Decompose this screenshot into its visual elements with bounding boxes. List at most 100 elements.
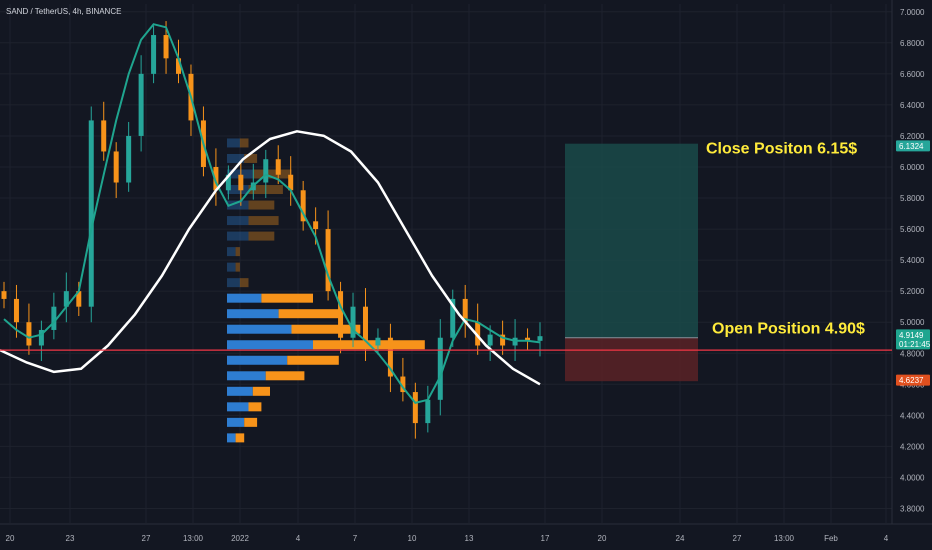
y-tick-label: 5.4000: [900, 256, 925, 265]
candle-body: [151, 35, 157, 74]
candle-body: [101, 120, 107, 152]
profit-zone: [565, 143, 698, 338]
y-tick-label: 4.2000: [900, 442, 925, 451]
y-tick-label: 4.4000: [900, 411, 925, 420]
annotations: Close Positon 6.15$ Open Position 4.90$: [706, 141, 865, 338]
y-tick-label: 5.8000: [900, 194, 925, 203]
candle-body: [263, 159, 269, 183]
open-position-label: Open Position 4.90$: [712, 321, 865, 338]
position-zones: [565, 143, 698, 382]
vp-row-blue: [227, 185, 249, 195]
y-tick-label: 6.0000: [900, 163, 925, 172]
candle-body: [138, 73, 144, 136]
candle-body: [412, 392, 418, 424]
grid-lines: [0, 0, 932, 525]
candles: [1, 21, 543, 439]
long-ma-line: [0, 130, 541, 386]
candle-body: [375, 337, 381, 346]
x-tick-label: 24: [676, 534, 685, 543]
y-tick-label: 4.8000: [900, 349, 925, 358]
vp-row-orange: [278, 309, 339, 319]
vp-row-orange: [265, 371, 305, 381]
vp-row-blue: [227, 340, 313, 350]
ema-line: [3, 23, 541, 405]
vp-row-orange: [248, 231, 275, 241]
candle-body: [63, 291, 69, 307]
close-position-label: Close Positon 6.15$: [706, 141, 857, 158]
y-tick-label: 6.6000: [900, 70, 925, 79]
y-tick-label: 6.4000: [900, 101, 925, 110]
vp-row-blue: [227, 293, 262, 303]
candle-body: [88, 120, 94, 307]
x-tick-label: 20: [598, 534, 607, 543]
vp-row-orange: [261, 293, 313, 303]
candle-body: [26, 322, 32, 346]
candle-body: [362, 306, 368, 346]
y-tick-label: 3.8000: [900, 504, 925, 513]
x-tick-label: 17: [541, 534, 550, 543]
vp-row-blue: [227, 138, 240, 148]
y-tick-label: 7.0000: [900, 8, 925, 17]
vp-row-blue: [227, 169, 253, 179]
x-tick-label: Feb: [824, 534, 838, 543]
vp-row-orange: [248, 200, 275, 210]
candle-body: [51, 306, 57, 330]
vp-row-blue: [227, 262, 236, 272]
vp-row-blue: [227, 355, 288, 365]
candle-body: [425, 399, 431, 424]
vp-row-orange: [291, 324, 361, 334]
x-tick-label: 13:00: [774, 534, 795, 543]
vp-row-orange: [244, 417, 258, 427]
candle-body: [76, 291, 82, 307]
x-axis[interactable]: 20 23 27 13:00 2022 4 7 10 13 17 20 24 27 13:00 Feb 4: [6, 534, 889, 543]
vp-row-blue: [227, 417, 245, 427]
vp-row-blue: [227, 433, 236, 443]
vp-row-blue: [227, 402, 249, 412]
vp-row-orange: [239, 278, 249, 288]
candle-body: [450, 298, 456, 338]
price-badge: [896, 374, 930, 386]
vp-row-blue: [227, 216, 249, 226]
candle-body: [537, 336, 543, 341]
price-badge-value: 6.1324: [899, 142, 924, 151]
candle-body: [462, 298, 468, 323]
candle-body: [325, 229, 331, 292]
candle-body: [400, 376, 406, 393]
candle-body: [500, 334, 506, 346]
candle-body: [288, 174, 294, 191]
y-tick-label: 5.6000: [900, 225, 925, 234]
price-badge-timer: 01:21:45: [899, 340, 931, 349]
candle-body: [487, 334, 493, 346]
price-badge-value: 4.9149: [899, 331, 924, 340]
vp-row-orange: [239, 138, 249, 148]
price-badge-value: 4.6237: [899, 376, 924, 385]
candle-body: [338, 291, 344, 338]
y-tick-label: 5.2000: [900, 287, 925, 296]
candle-body: [387, 337, 393, 377]
candle-body: [225, 174, 231, 191]
candle-body: [38, 329, 44, 346]
vp-row-blue: [227, 386, 253, 396]
price-badge: [896, 140, 930, 152]
x-tick-label: 13:00: [183, 534, 204, 543]
vp-row-orange: [235, 433, 245, 443]
vp-row-blue: [227, 231, 249, 241]
candle-body: [163, 35, 169, 59]
vp-row-orange: [248, 216, 279, 226]
candle-body: [238, 174, 244, 191]
y-tick-label: 6.2000: [900, 132, 925, 141]
vp-row-blue: [227, 324, 292, 334]
x-tick-label: 10: [408, 534, 417, 543]
vp-row-orange: [252, 386, 270, 396]
candle-body: [213, 166, 219, 191]
candle-body: [475, 322, 481, 346]
x-tick-label: 27: [142, 534, 151, 543]
candle-body: [1, 291, 7, 299]
loss-zone: [565, 337, 698, 382]
chart-title: SAND / TetherUS, 4h, BINANCE: [6, 7, 121, 16]
y-tick-label: 5.0000: [900, 318, 925, 327]
vp-row-orange: [235, 262, 240, 272]
